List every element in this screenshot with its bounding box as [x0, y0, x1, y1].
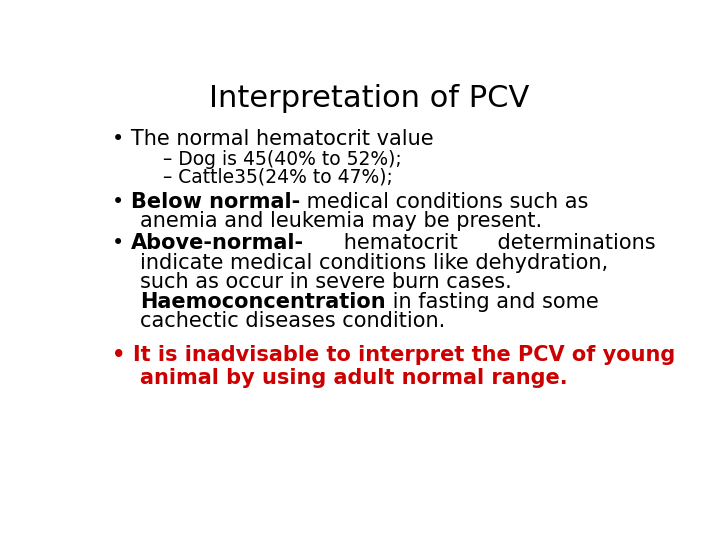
Text: Above-normal-: Above-normal-: [131, 233, 305, 253]
Text: – Cattle35(24% to 47%);: – Cattle35(24% to 47%);: [163, 168, 392, 187]
Text: such as occur in severe burn cases.: such as occur in severe burn cases.: [140, 272, 512, 292]
Text: It is inadvisable to interpret the PCV of young: It is inadvisable to interpret the PCV o…: [133, 346, 675, 366]
Text: indicate medical conditions like dehydration,: indicate medical conditions like dehydra…: [140, 253, 608, 273]
Text: medical conditions such as: medical conditions such as: [300, 192, 589, 212]
Text: anemia and leukemia may be present.: anemia and leukemia may be present.: [140, 211, 542, 231]
Text: •: •: [112, 233, 131, 253]
Text: cachectic diseases condition.: cachectic diseases condition.: [140, 312, 446, 332]
Text: •: •: [112, 346, 133, 366]
Text: animal by using adult normal range.: animal by using adult normal range.: [140, 368, 568, 388]
Text: • The normal hematocrit value: • The normal hematocrit value: [112, 129, 434, 149]
Text: •: •: [112, 192, 131, 212]
Text: Haemoconcentration: Haemoconcentration: [140, 292, 386, 312]
Text: – Dog is 45(40% to 52%);: – Dog is 45(40% to 52%);: [163, 150, 401, 169]
Text: in fasting and some: in fasting and some: [386, 292, 598, 312]
Text: Interpretation of PCV: Interpretation of PCV: [209, 84, 529, 112]
Text: Below normal-: Below normal-: [131, 192, 300, 212]
Text: hematocrit      determinations: hematocrit determinations: [305, 233, 656, 253]
